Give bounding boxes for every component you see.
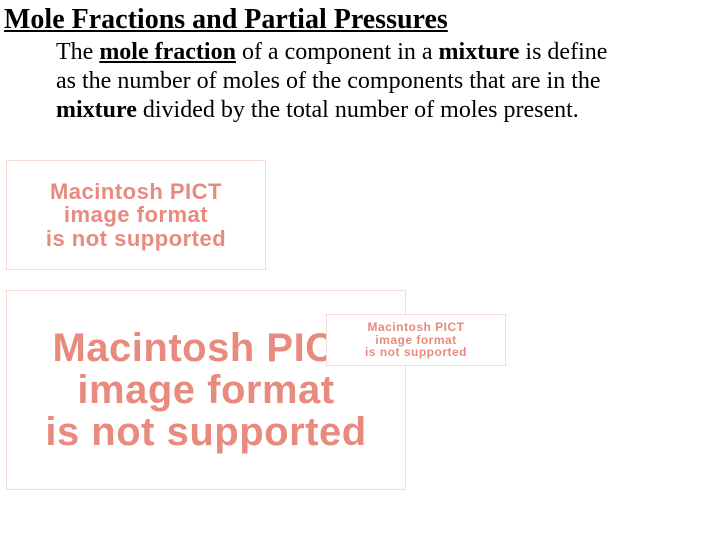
pict-error-line: is not supported (46, 227, 226, 250)
pict-error-box-3: Macintosh PICT image format is not suppo… (326, 314, 506, 366)
pict-error-line: image format (77, 369, 334, 411)
pict-error-line: is not supported (365, 346, 467, 359)
definition-paragraph: The mole fraction of a component in a mi… (0, 38, 640, 124)
pict-error-line: Macintosh PICT (52, 327, 359, 369)
para-seg-7: divided by the total number of moles pre… (137, 97, 579, 123)
para-seg-1: The (56, 39, 99, 65)
pict-error-line: Macintosh PICT (50, 180, 222, 203)
para-seg-mole-fraction: mole fraction (99, 39, 236, 65)
pict-error-line: image format (64, 203, 208, 226)
page-title: Mole Fractions and Partial Pressures (0, 0, 720, 38)
para-seg-mixture-2: mixture (56, 97, 137, 123)
pict-error-box-1: Macintosh PICT image format is not suppo… (6, 160, 266, 270)
pict-error-line: Macintosh PICT (367, 321, 464, 334)
para-seg-3: of a component in a (236, 39, 439, 65)
pict-error-line: is not supported (45, 411, 366, 453)
para-seg-mixture-1: mixture (439, 39, 520, 65)
